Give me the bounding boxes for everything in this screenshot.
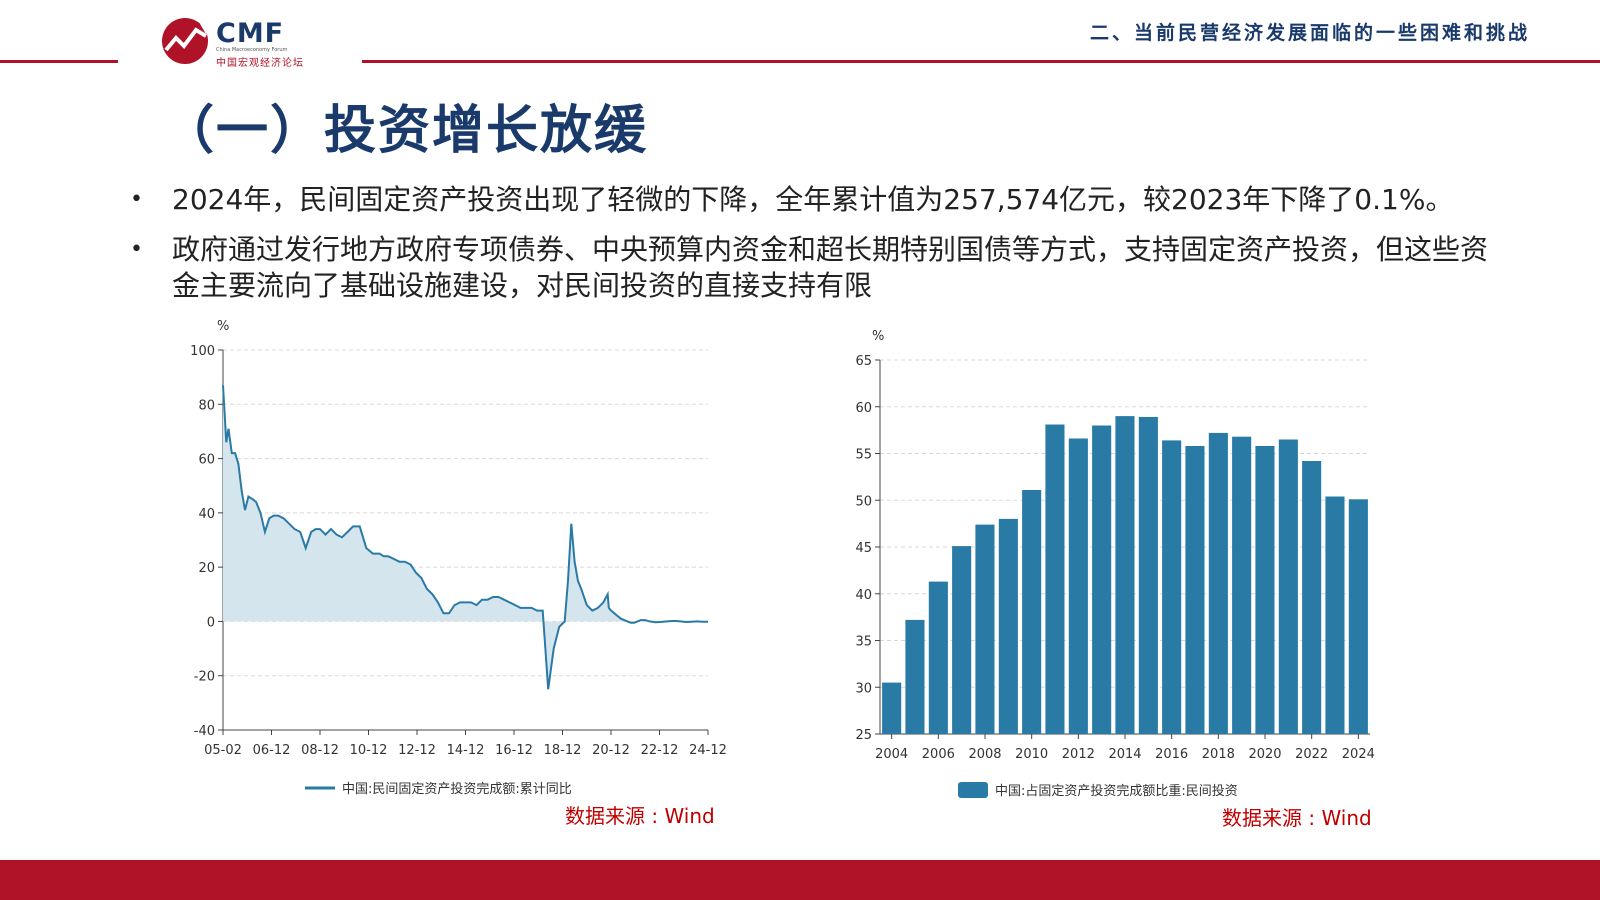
bar: [1162, 440, 1182, 734]
bar: [928, 581, 948, 734]
x-tick-label: 2022: [1295, 747, 1328, 762]
header-rule-left: [0, 60, 118, 63]
y-tick-label: 60: [855, 401, 872, 416]
y-tick-label: 40: [855, 588, 872, 603]
y-tick-label: -20: [194, 670, 215, 685]
bullet-item: • 政府通过发行地方政府专项债券、中央预算内资金和超长期特别国债等方式，支持固定…: [130, 232, 1510, 312]
line-chart-svg: %100 80 60 40 20 0 -20 -40 05-02 06-12 08-12 10-12 1…: [190, 319, 727, 797]
y-tick-label: 55: [855, 448, 872, 463]
x-tick-label: 22-12: [641, 743, 679, 758]
x-tick-label: 05-02: [204, 743, 242, 758]
bullet-text: 2024年，民间固定资产投资出现了轻微的下降，全年累计值为257,574亿元，较…: [172, 183, 1454, 216]
bar: [1022, 490, 1042, 734]
y-tick-label: 60: [198, 453, 215, 468]
section-title: 二、当前民营经济发展面临的一些困难和挑战: [1089, 22, 1530, 44]
x-tick-label: 2006: [922, 747, 955, 762]
legend-label: 中国:民间固定资产投资完成额:累计同比: [342, 781, 572, 797]
x-tick-label: 2008: [968, 747, 1001, 762]
y-tick-label: 40: [198, 507, 215, 522]
legend-swatch: [958, 782, 988, 798]
x-tick-label: 14-12: [447, 743, 485, 758]
x-tick-label: 2016: [1155, 747, 1188, 762]
bar: [1348, 499, 1368, 734]
y-tick-label: 80: [198, 398, 215, 413]
x-tick-label: 08-12: [301, 743, 339, 758]
bar: [1302, 461, 1322, 734]
legend-label: 中国:占固定资产投资完成额比重:民间投资: [995, 783, 1238, 799]
x-tick-label: 2014: [1108, 747, 1141, 762]
x-tick-label: 16-12: [495, 743, 533, 758]
bar: [952, 546, 972, 734]
y-axis-unit-label: %: [217, 319, 229, 334]
footer-bar: [0, 860, 1600, 900]
bar: [905, 619, 925, 734]
bullet-marker: •: [130, 187, 143, 212]
x-tick-label: 2024: [1342, 747, 1375, 762]
y-tick-label: 20: [198, 561, 215, 576]
bar: [975, 524, 995, 734]
x-tick-label: 2004: [875, 747, 908, 762]
chart-private-investment-share: % 65 60 55 50 45 40 35 30 25 2004 2006 2008 2010 2012 2…: [820, 320, 1400, 814]
x-tick-label: 06-12: [253, 743, 291, 758]
x-tick-label: 2012: [1062, 747, 1095, 762]
source-note: 数据来源 : Wind: [565, 804, 715, 828]
y-tick-label: 45: [855, 541, 872, 556]
bullet-item: • 2024年，民间固定资产投资出现了轻微的下降，全年累计值为257,574亿元…: [130, 182, 1590, 222]
y-tick-label: 0: [207, 615, 215, 630]
bullet-marker: •: [130, 237, 143, 262]
logo-wordmark: CMF: [216, 18, 285, 49]
y-tick-label: 65: [855, 354, 872, 369]
y-tick-label: 30: [855, 681, 872, 696]
bar: [882, 682, 902, 734]
bar: [1068, 438, 1088, 734]
bar: [1045, 424, 1065, 734]
y-tick-label: 50: [855, 494, 872, 509]
logo-subtitle-en: China Macroeconomy Forum: [216, 47, 288, 53]
bar: [1325, 496, 1345, 734]
y-axis-unit-label: %: [872, 329, 884, 344]
cmf-logo: CMF China Macroeconomy Forum 中国宏观经济论坛: [160, 16, 360, 69]
x-tick-label: 2018: [1202, 747, 1235, 762]
x-tick-label: 18-12: [544, 743, 582, 758]
source-note: 数据来源 : Wind: [1222, 806, 1372, 830]
y-tick-label: 35: [855, 635, 872, 650]
header-rule-right: [362, 60, 1600, 63]
bar: [1138, 417, 1158, 734]
bar: [1232, 436, 1252, 734]
bar: [1185, 446, 1205, 734]
series-area-fill: [223, 385, 708, 690]
x-tick-label: 2010: [1015, 747, 1048, 762]
bar: [1115, 416, 1135, 734]
y-tick-label: 25: [855, 728, 872, 743]
chart-private-investment-growth: % 100 80 60 40 20 0 -20 -40 05-02 06-12 08-12 10-12 1…: [170, 312, 750, 816]
bullet-text: 政府通过发行地方政府专项债券、中央预算内资金和超长期特别国债等方式，支持固定资产…: [172, 233, 1489, 302]
logo-subtitle-cn: 中国宏观经济论坛: [216, 58, 304, 69]
bar: [1208, 432, 1228, 734]
x-tick-label: 10-12: [350, 743, 388, 758]
x-tick-label: 24-12: [689, 743, 727, 758]
bar: [998, 518, 1018, 734]
bar: [1278, 439, 1298, 734]
logo-emblem-icon: [162, 18, 210, 64]
series-line: [222, 385, 708, 690]
x-tick-label: 2020: [1248, 747, 1281, 762]
bar: [1092, 425, 1112, 735]
y-tick-label: 100: [190, 344, 215, 359]
y-tick-label: -40: [194, 724, 215, 739]
x-tick-label: 12-12: [398, 743, 436, 758]
bar: [1255, 446, 1275, 734]
x-tick-label: 20-12: [592, 743, 630, 758]
page-title: （一）投资增长放缓: [162, 101, 649, 161]
